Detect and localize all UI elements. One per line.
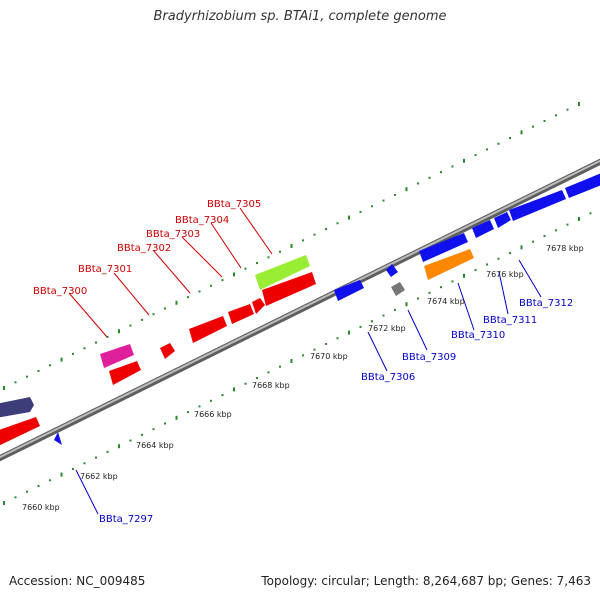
gene-arrow[interactable] (109, 361, 141, 385)
scale-label: 7674 kbp (427, 297, 465, 306)
gene-arrow[interactable] (386, 264, 398, 277)
gene-arrow[interactable] (0, 397, 34, 418)
gene-arrow[interactable] (424, 249, 474, 280)
gene-label-bbta-7303[interactable]: BBta_7303 (146, 229, 200, 240)
gene-label-bbta-7301[interactable]: BBta_7301 (78, 264, 132, 275)
scale-label: 7672 kbp (368, 324, 406, 333)
gene-label-bbta-7297[interactable]: BBta_7297 (99, 514, 153, 525)
scale-label: 7662 kbp (80, 472, 118, 481)
gene-label-bbta-7309[interactable]: BBta_7309 (402, 352, 456, 363)
gene-arrow[interactable] (0, 417, 40, 447)
gene-label-bbta-7310[interactable]: BBta_7310 (451, 330, 505, 341)
scale-label: 7668 kbp (252, 381, 290, 390)
gene-arrow[interactable] (255, 255, 310, 290)
bottom-strand-features (54, 249, 474, 445)
gene-arrow[interactable] (189, 316, 227, 343)
genome-backbone-highlight (0, 159, 600, 459)
tick-marks (3, 101, 592, 506)
gene-arrow[interactable] (100, 344, 134, 368)
top-strand-features (0, 172, 600, 447)
gene-arrow[interactable] (160, 343, 175, 359)
genome-summary-text: Topology: circular; Length: 8,264,687 bp… (261, 574, 591, 588)
scale-label: 7660 kbp (22, 503, 60, 512)
scale-label: 7670 kbp (310, 352, 348, 361)
scale-label: 7664 kbp (136, 441, 174, 450)
label-leaders (68, 207, 542, 515)
gene-label-bbta-7311[interactable]: BBta_7311 (483, 315, 537, 326)
gene-label-bbta-7305[interactable]: BBta_7305 (207, 199, 261, 210)
gene-label-bbta-7312[interactable]: BBta_7312 (519, 298, 573, 309)
scale-label: 7666 kbp (194, 410, 232, 419)
genome-title: Bradyrhizobium sp. BTAi1, complete genom… (153, 9, 447, 24)
gene-arrow[interactable] (494, 212, 511, 228)
gene-label-bbta-7306[interactable]: BBta_7306 (361, 372, 415, 383)
gene-arrow[interactable] (419, 233, 468, 262)
gene-arrow[interactable] (509, 190, 566, 221)
gene-arrow[interactable] (472, 220, 494, 238)
scale-label: 7678 kbp (546, 244, 584, 253)
gene-arrow[interactable] (54, 432, 62, 445)
accession-text: Accession: NC_009485 (9, 574, 146, 588)
gene-arrow[interactable] (391, 282, 405, 296)
gene-arrow[interactable] (262, 272, 316, 306)
gene-arrow[interactable] (334, 280, 364, 301)
gene-arrow[interactable] (565, 172, 600, 198)
gene-arrow[interactable] (228, 304, 254, 324)
gene-label-bbta-7302[interactable]: BBta_7302 (117, 243, 171, 254)
scale-label: 7676 kbp (486, 270, 524, 279)
gene-label-bbta-7304[interactable]: BBta_7304 (175, 215, 229, 226)
gene-label-bbta-7300[interactable]: BBta_7300 (33, 286, 87, 297)
gene-arrow[interactable] (252, 298, 265, 314)
